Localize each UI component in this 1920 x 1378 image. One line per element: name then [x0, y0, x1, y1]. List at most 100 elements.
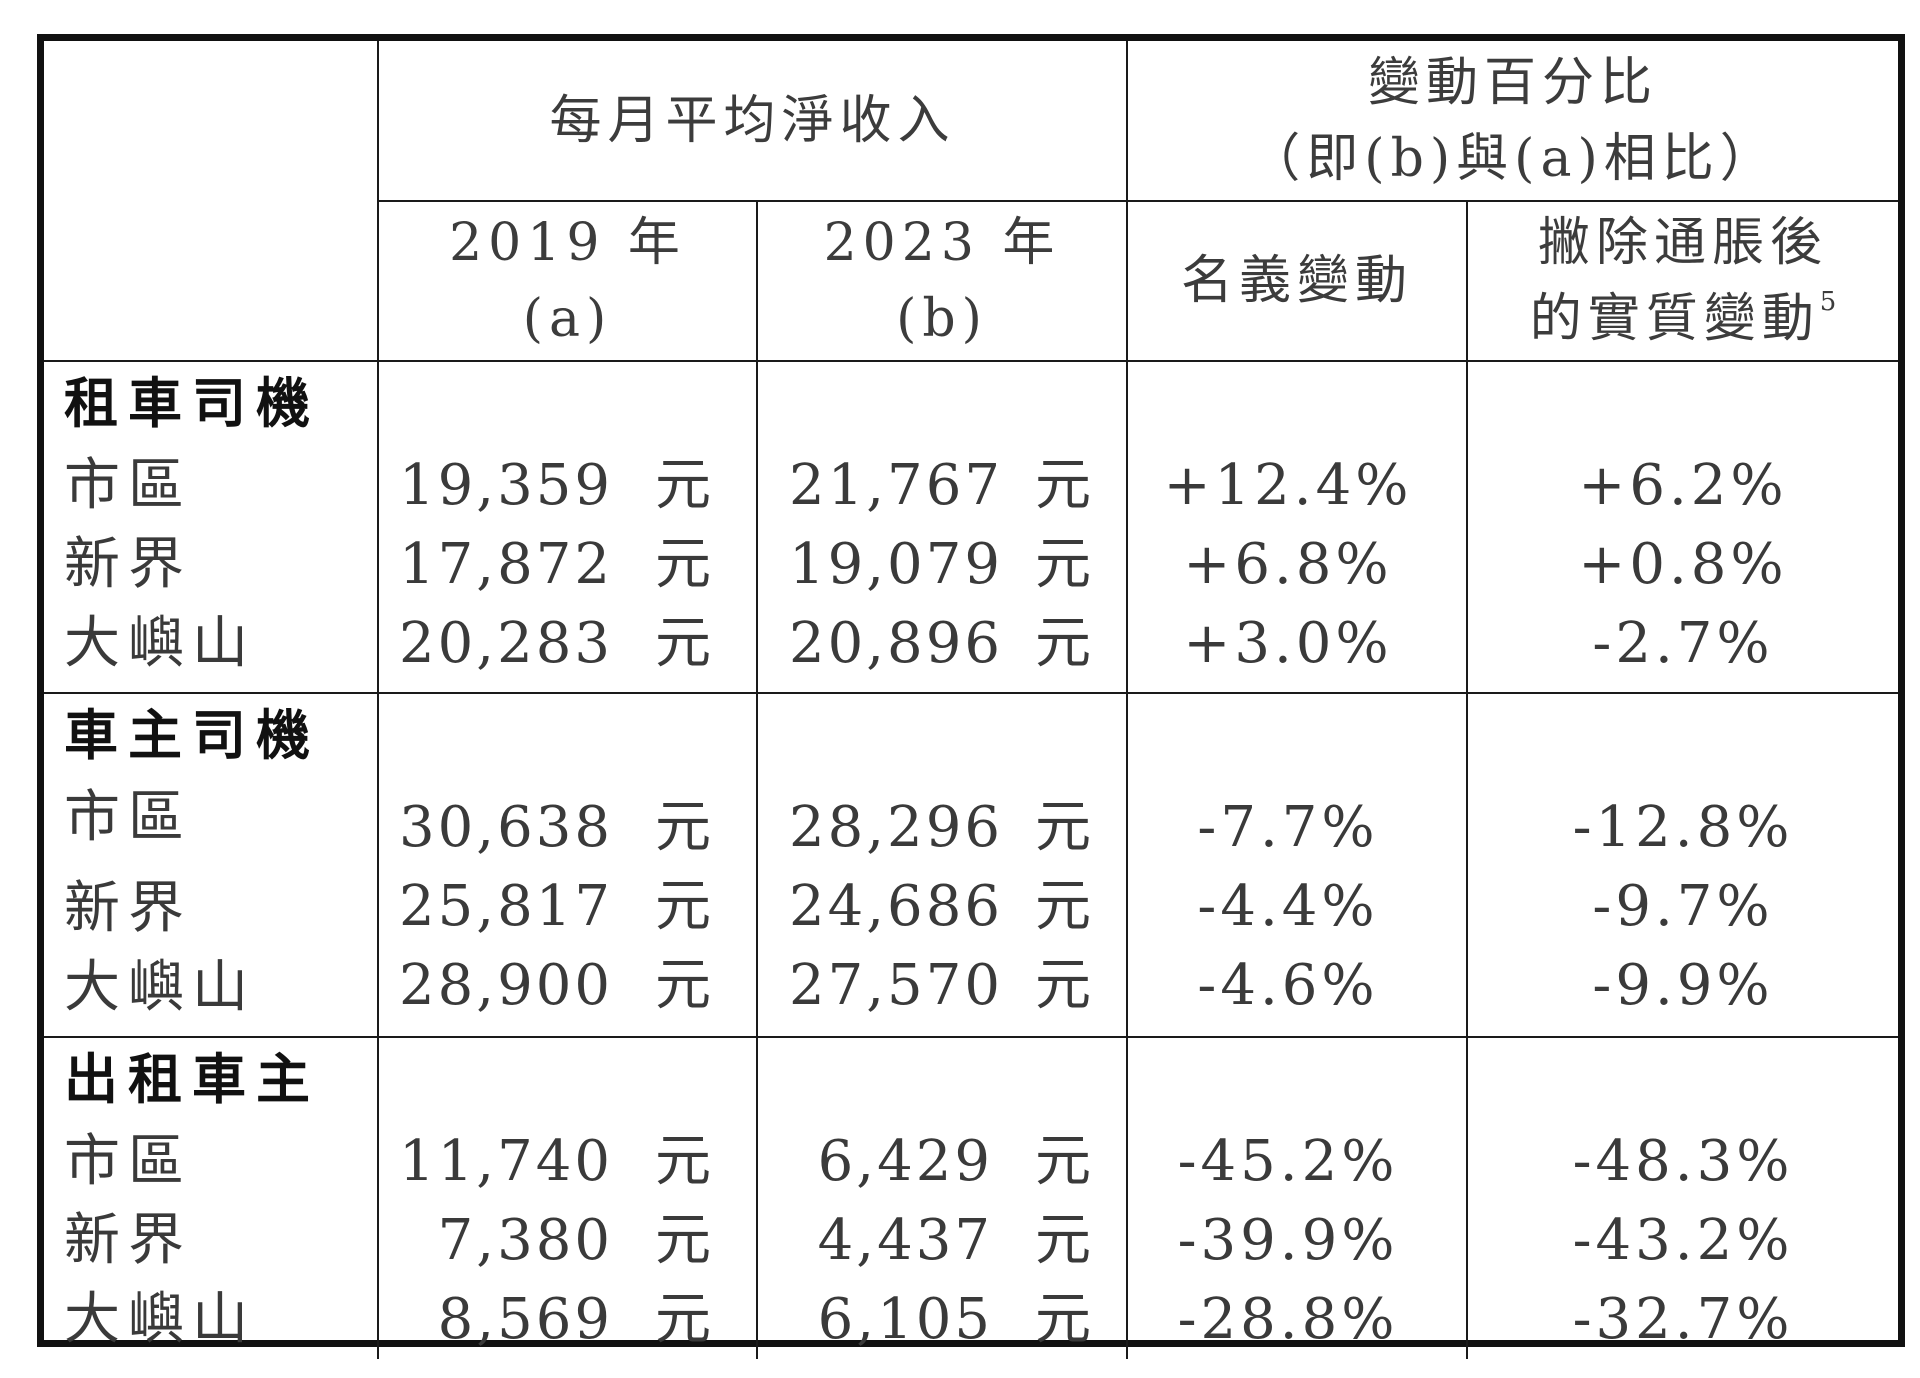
group-taxi-renters: 租車司機 市區 新界 大嶼山 19,359 元 17,872 元 20,283 元 2… — [44, 361, 1899, 694]
currency-unit: 元 — [655, 795, 711, 860]
income-2019-column: 19,359 元 17,872 元 20,283 元 — [377, 361, 758, 694]
nominal-change-column: -45.2% -39.9% -28.8% — [1126, 1036, 1469, 1359]
real-change-value: +0.8% — [1578, 532, 1788, 597]
income-table: 每月平均淨收入 變動百分比 （即(b)與(a)相比） 2019 年 (a) 20… — [37, 34, 1905, 1359]
change-title: 變動百分比 — [1368, 52, 1659, 113]
income-2019-value: 7,380 — [437, 1208, 613, 1273]
income-2019-value: 25,817 — [399, 874, 613, 939]
currency-unit: 元 — [1035, 953, 1091, 1018]
real-change-value: +6.2% — [1578, 453, 1788, 518]
nominal-change-value: -39.9% — [1177, 1208, 1399, 1273]
nominal-change-header: 名義變動 — [1126, 200, 1469, 362]
category-label: 租車司機 — [64, 372, 320, 435]
region-label: 市區 — [64, 453, 192, 518]
currency-unit: 元 — [1035, 453, 1091, 518]
nominal-change-value: +12.4% — [1163, 453, 1413, 518]
currency-unit: 元 — [1035, 874, 1091, 939]
nominal-change-value: +6.8% — [1183, 532, 1393, 597]
category-label: 車主司機 — [64, 704, 320, 767]
region-label: 大嶼山 — [64, 955, 256, 1020]
footnote-marker: 5 — [1819, 287, 1837, 317]
currency-unit: 元 — [655, 532, 711, 597]
currency-unit: 元 — [655, 874, 711, 939]
income-grid: 每月平均淨收入 變動百分比 （即(b)與(a)相比） 2019 年 (a) 20… — [44, 41, 1899, 1359]
region-label: 市區 — [64, 785, 192, 850]
region-label: 新界 — [64, 1208, 192, 1273]
real-change-label-line2: 的實質變動 — [1529, 289, 1820, 349]
group-taxi-owners: 出租車主 市區 新界 大嶼山 11,740 元 7,380 元 8,569 元 6,4… — [44, 1036, 1899, 1359]
year-2023-label: 2023 年 — [823, 213, 1061, 273]
income-2023-value: 6,105 — [817, 1287, 993, 1352]
income-2023-value: 28,296 — [789, 795, 1003, 860]
income-2023-value: 24,686 — [789, 874, 1003, 939]
currency-unit: 元 — [1035, 795, 1091, 860]
year-2019-tag: (a) — [522, 289, 613, 349]
region-label: 市區 — [64, 1129, 192, 1194]
nominal-change-value: +3.0% — [1183, 611, 1393, 676]
real-change-label-line1: 撇除通脹後 — [1538, 213, 1829, 273]
income-2019-column: 11,740 元 7,380 元 8,569 元 — [377, 1036, 758, 1359]
income-2023-column: 28,296 元 24,686 元 27,570 元 — [755, 692, 1129, 1038]
income-2023-column: 21,767 元 19,079 元 20,896 元 — [755, 361, 1129, 694]
year-2019-header: 2019 年 (a) — [378, 200, 758, 362]
nominal-change-label: 名義變動 — [1181, 251, 1414, 311]
year-2019-label: 2019 年 — [449, 213, 686, 273]
income-2023-value: 27,570 — [789, 953, 1003, 1018]
real-change-value: -48.3% — [1572, 1129, 1794, 1194]
income-2023-column: 6,429 元 4,437 元 6,105 元 — [755, 1036, 1129, 1359]
real-change-value: -9.7% — [1592, 874, 1774, 939]
nominal-change-value: -7.7% — [1197, 795, 1379, 860]
nominal-change-value: -4.4% — [1197, 874, 1379, 939]
income-2019-value: 19,359 — [399, 453, 613, 518]
region-label: 大嶼山 — [64, 611, 256, 676]
real-change-value: -2.7% — [1592, 611, 1774, 676]
category-label: 出租車主 — [64, 1048, 320, 1111]
region-label: 新界 — [64, 532, 192, 597]
real-change-value: -12.8% — [1572, 795, 1794, 860]
nominal-change-value: -28.8% — [1177, 1287, 1399, 1352]
income-2023-value: 21,767 — [789, 453, 1003, 518]
income-title: 每月平均淨收入 — [549, 90, 956, 151]
income-2019-value: 28,900 — [399, 953, 613, 1018]
currency-unit: 元 — [655, 1208, 711, 1273]
nominal-change-value: -45.2% — [1177, 1129, 1399, 1194]
currency-unit: 元 — [1035, 1129, 1091, 1194]
real-change-value: -43.2% — [1572, 1208, 1794, 1273]
region-label: 大嶼山 — [64, 1287, 256, 1352]
currency-unit: 元 — [655, 1287, 711, 1352]
income-2023-value: 19,079 — [789, 532, 1003, 597]
currency-unit: 元 — [655, 453, 711, 518]
income-2019-column: 30,638 元 25,817 元 28,900 元 — [377, 692, 758, 1038]
currency-unit: 元 — [1035, 1208, 1091, 1273]
currency-unit: 元 — [1035, 532, 1091, 597]
income-2023-value: 4,437 — [817, 1208, 993, 1273]
nominal-change-column: -7.7% -4.4% -4.6% — [1126, 692, 1469, 1038]
income-2023-value: 6,429 — [817, 1129, 993, 1194]
change-header: 變動百分比 （即(b)與(a)相比） — [1126, 41, 1899, 202]
currency-unit: 元 — [1035, 1287, 1091, 1352]
income-2019-value: 20,283 — [399, 611, 613, 676]
nominal-change-column: +12.4% +6.8% +3.0% — [1126, 361, 1469, 694]
currency-unit: 元 — [655, 953, 711, 1018]
real-change-value: -32.7% — [1572, 1287, 1794, 1352]
change-subtitle: （即(b)與(a)相比） — [1248, 128, 1778, 189]
currency-unit: 元 — [655, 611, 711, 676]
group-owner-drivers: 車主司機 市區 新界 大嶼山 30,638 元 25,817 元 28,900 元 2… — [44, 692, 1899, 1038]
income-header: 每月平均淨收入 — [376, 41, 1129, 202]
header-corner-cell — [44, 41, 379, 362]
income-2019-value: 30,638 — [399, 795, 613, 860]
real-change-column: -48.3% -43.2% -32.7% — [1466, 1036, 1899, 1359]
region-label: 新界 — [64, 876, 192, 941]
nominal-change-value: -4.6% — [1197, 953, 1379, 1018]
label-column: 出租車主 市區 新界 大嶼山 — [44, 1036, 379, 1359]
real-change-header: 撇除通脹後 的實質變動5 — [1466, 200, 1899, 362]
label-column: 租車司機 市區 新界 大嶼山 — [44, 361, 379, 694]
real-change-value: -9.9% — [1592, 953, 1774, 1018]
currency-unit: 元 — [655, 1129, 711, 1194]
income-2019-value: 17,872 — [399, 532, 613, 597]
year-2023-header: 2023 年 (b) — [755, 200, 1129, 362]
income-2019-value: 11,740 — [399, 1129, 613, 1194]
real-change-column: -12.8% -9.7% -9.9% — [1466, 692, 1899, 1038]
real-change-column: +6.2% +0.8% -2.7% — [1466, 361, 1899, 694]
year-2023-tag: (b) — [896, 289, 988, 349]
